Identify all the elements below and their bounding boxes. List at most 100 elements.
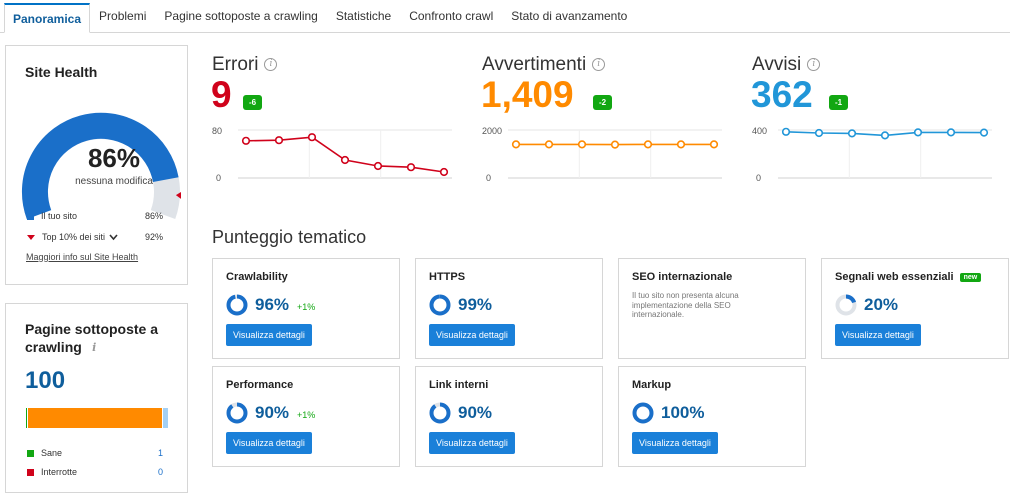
data-point (816, 130, 823, 137)
notices-count[interactable]: 362 (751, 74, 813, 116)
errors-count[interactable]: 9 (211, 74, 232, 116)
bar-segment (27, 408, 162, 428)
thematic-score: 100% (632, 402, 704, 424)
thematic-card: SEO internazionale Il tuo sito non presen… (618, 258, 806, 359)
data-point (882, 132, 889, 139)
data-point (915, 129, 922, 136)
chevron-down-icon[interactable] (109, 234, 118, 241)
data-point (948, 129, 955, 136)
legend-healthy: Sane (27, 448, 62, 458)
warnings-label: Avvertimenti i (482, 54, 605, 76)
thematic-card-title-text: Crawlability (226, 271, 288, 283)
warnings-delta-badge: -2 (593, 95, 612, 110)
legend-value: 92% (145, 232, 163, 242)
thematic-card-description: Il tuo sito non presenta alcuna implemen… (632, 291, 782, 320)
data-point (408, 164, 415, 171)
data-point (849, 130, 856, 137)
score-ring-icon (429, 294, 451, 316)
legend-your-site: Il tuo sito (27, 211, 77, 221)
thematic-score-delta: +1% (297, 410, 315, 420)
legend-top10[interactable]: Top 10% dei siti (27, 232, 118, 242)
data-point (981, 129, 988, 136)
info-icon[interactable]: i (807, 58, 820, 71)
thematic-card-title-text: Performance (226, 379, 293, 391)
legend-square-icon (27, 213, 34, 220)
warnings-label-text: Avvertimenti (482, 54, 586, 75)
score-ring-icon (632, 402, 654, 424)
data-point (342, 157, 349, 164)
thematic-score-percent: 90% (458, 403, 492, 423)
thematic-score-delta: +1% (297, 302, 315, 312)
data-point (375, 163, 382, 170)
data-point (783, 129, 790, 136)
thematic-card-title: Segnali web essenziali new (835, 271, 981, 283)
data-point (579, 141, 586, 148)
score-ring-icon (226, 294, 248, 316)
thematic-card: Crawlability 96% +1% Visualizza dettagli (212, 258, 400, 359)
legend-square-icon (27, 469, 34, 476)
thematic-card: HTTPS 99% Visualizza dettagli (415, 258, 603, 359)
view-details-button[interactable]: Visualizza dettagli (429, 324, 515, 346)
data-point (243, 138, 250, 145)
thematic-score: 90% +1% (226, 402, 315, 424)
data-point (678, 141, 685, 148)
view-details-button[interactable]: Visualizza dettagli (226, 324, 312, 346)
triangle-marker-icon (27, 235, 35, 240)
site-health-subtitle: nessuna modifica (56, 176, 172, 187)
new-badge: new (960, 273, 982, 282)
y-min-tick-label: 0 (756, 173, 761, 183)
view-details-button[interactable]: Visualizza dettagli (632, 432, 718, 454)
thematic-card-title: SEO internazionale (632, 271, 732, 283)
info-icon[interactable]: i (592, 58, 605, 71)
thematic-card-title-text: Segnali web essenziali (835, 271, 954, 283)
view-details-button[interactable]: Visualizza dettagli (226, 432, 312, 454)
y-min-tick-label: 0 (216, 173, 221, 183)
thematic-card-title: Performance (226, 379, 293, 391)
crawled-pages-count[interactable]: 100 (25, 367, 65, 395)
errors-delta-badge: -6 (243, 95, 262, 110)
thematic-card-title-text: Link interni (429, 379, 488, 391)
thematic-score: 90% (429, 402, 492, 424)
info-icon[interactable]: i (88, 342, 101, 355)
errors-label-text: Errori (212, 54, 258, 75)
warnings-sparkline: 2000 0 (480, 124, 730, 184)
y-max-tick-label: 80 (212, 126, 222, 136)
data-point (645, 141, 652, 148)
site-health-title: Site Health (25, 64, 97, 80)
legend-value[interactable]: 0 (158, 467, 163, 477)
notices-label-text: Avvisi (752, 54, 801, 75)
thematic-card: Performance 90% +1% Visualizza dettagli (212, 366, 400, 467)
thematic-score-percent: 99% (458, 295, 492, 315)
legend-broken: Interrotte (27, 467, 77, 477)
y-min-tick-label: 0 (486, 173, 491, 183)
thematic-card-title-text: HTTPS (429, 271, 465, 283)
tab-confronto-crawl[interactable]: Confronto crawl (400, 0, 502, 32)
legend-value: 86% (145, 211, 163, 221)
info-icon[interactable]: i (264, 58, 277, 71)
legend-square-icon (27, 450, 34, 457)
thematic-card-title-text: SEO internazionale (632, 271, 732, 283)
thematic-score-percent: 96% (255, 295, 289, 315)
legend-value[interactable]: 1 (158, 448, 163, 458)
tab-statistiche[interactable]: Statistiche (327, 0, 400, 32)
tab-pagine-crawling[interactable]: Pagine sottoposte a crawling (155, 0, 326, 32)
view-details-button[interactable]: Visualizza dettagli (429, 432, 515, 454)
thematic-card-title: Link interni (429, 379, 488, 391)
thematic-card-title-text: Markup (632, 379, 671, 391)
tab-stato-avanzamento[interactable]: Stato di avanzamento (502, 0, 636, 32)
view-details-button[interactable]: Visualizza dettagli (835, 324, 921, 346)
warnings-count[interactable]: 1,409 (481, 74, 574, 116)
tab-problemi[interactable]: Problemi (90, 0, 155, 32)
site-health-info-link[interactable]: Maggiori info sul Site Health (26, 252, 138, 262)
data-point (276, 137, 283, 144)
data-point (711, 141, 718, 148)
score-ring-icon (226, 402, 248, 424)
thematic-card: Link interni 90% Visualizza dettagli (415, 366, 603, 467)
thematic-card-title: Markup (632, 379, 671, 391)
y-max-tick-label: 2000 (482, 126, 502, 136)
thematic-card-title: HTTPS (429, 271, 465, 283)
data-point (546, 141, 553, 148)
tab-panoramica[interactable]: Panoramica (4, 3, 90, 33)
